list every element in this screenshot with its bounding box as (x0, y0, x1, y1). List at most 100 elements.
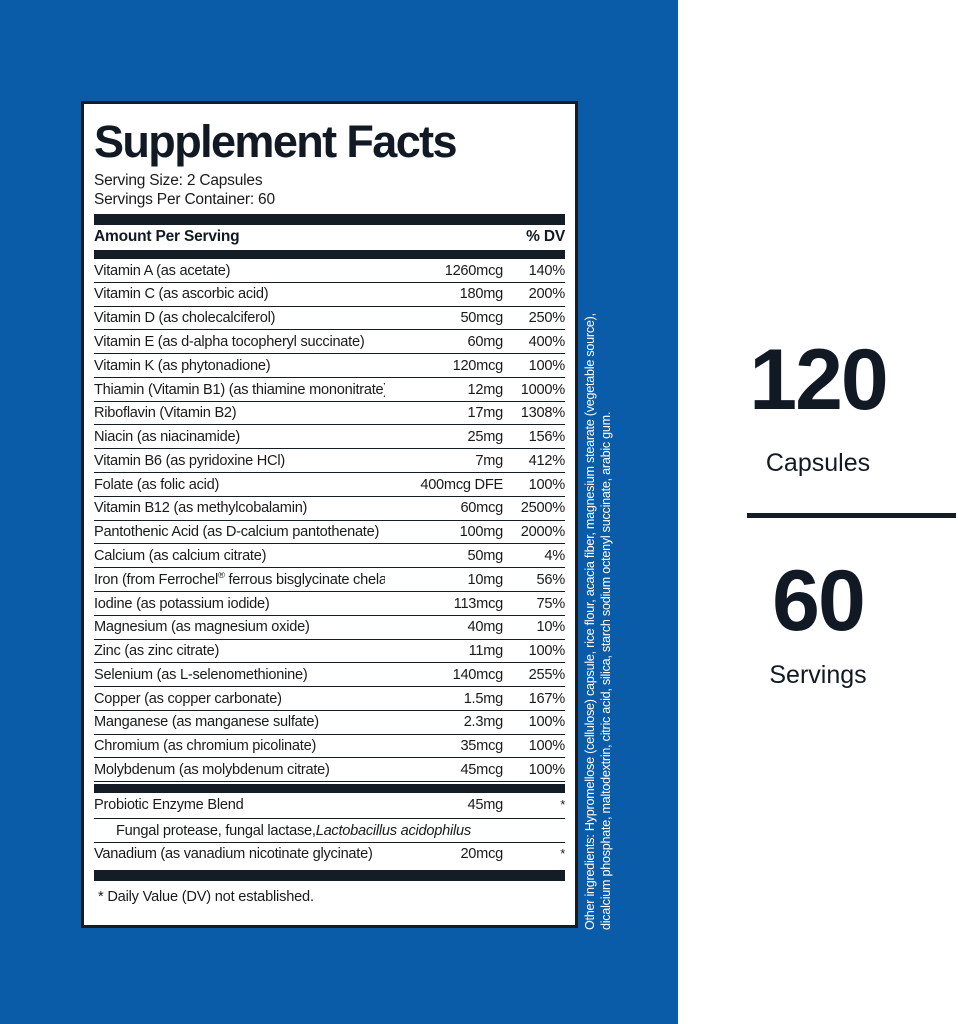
table-row: Iodine (as potassium iodide) 113mcg 75% (94, 592, 565, 616)
vanadium-dv: * (560, 846, 565, 862)
nutrient-amount: 7mg (475, 452, 503, 469)
table-row: Vitamin A (as acetate) 1260mcg 140% (94, 259, 565, 283)
nutrient-name: Thiamin (Vitamin B1) (as thiamine mononi… (94, 381, 385, 398)
table-row: Copper (as copper carbonate) 1.5mg 167% (94, 687, 565, 711)
rule-thick-under-header (94, 250, 565, 259)
nutrient-amount: 12mg (467, 381, 503, 398)
table-row: Vitamin E (as d-alpha tocopheryl succina… (94, 330, 566, 355)
nutrient-amount: 1260mcg (444, 262, 504, 279)
servings-label: Servings (769, 661, 867, 689)
nutrient-daily-value: 2000% (520, 524, 565, 541)
supplement-facts-panel: Supplement Facts Serving Size: 2 Capsule… (81, 101, 578, 928)
nutrient-name: Vitamin E (as d-alpha tocopheryl succina… (94, 333, 365, 350)
table-header-row: Amount Per Serving % DV (94, 225, 565, 248)
nutrient-amount: 400mcg DFE (420, 476, 503, 493)
table-row: Pantothenic Acid (as D-calcium pantothen… (94, 521, 565, 545)
nutrient-amount: 100mg (459, 524, 504, 541)
nutrient-amount: 60mg (467, 333, 503, 350)
table-row: Vitamin K (as phytonadione) 120mcg 100% (94, 354, 565, 378)
nutrient-name: Vitamin A (as acetate) (94, 262, 231, 279)
table-row: Manganese (as manganese sulfate) 2.3mg 100… (94, 711, 565, 735)
nutrient-name: Folate (as folic acid) (94, 476, 220, 493)
table-row: Thiamin (Vitamin B1) (as thiamine mononi… (94, 378, 565, 402)
nutrient-name: Pantothenic Acid (as D-calcium pantothen… (94, 524, 380, 541)
other-ingredients-line-1: Other ingredients: Hypromellose (cellulo… (583, 313, 597, 930)
nutrient-amount: 2.3mg (463, 714, 504, 731)
table-row: Iron (from Ferrochel® ferrous bisglycina… (94, 568, 565, 592)
capsules-label: Capsules (765, 449, 871, 477)
nutrient-amount: 45mcg (460, 762, 503, 778)
nutrient-table: Vitamin A (as acetate) 1260mcg 140% Vitamin… (94, 259, 566, 783)
panel-divider-rule (747, 513, 956, 518)
nutrient-daily-value: 100% (528, 714, 566, 731)
table-row-blend: Probiotic Enzyme Blend 45mg * (94, 793, 565, 819)
table-row: Riboflavin (Vitamin B2) 17mg 1308% (94, 402, 565, 426)
nutrient-amount: 11mg (468, 643, 504, 660)
nutrient-amount: 180mg (459, 286, 504, 303)
product-count-panel: 120 Capsules 60 Servings (678, 0, 958, 1024)
nutrient-daily-value: 4% (544, 547, 565, 564)
nutrient-daily-value: 10% (536, 619, 566, 636)
column-header-dv: % DV (526, 228, 565, 245)
nutrient-daily-value: 100% (528, 643, 566, 660)
nutrient-name: Vitamin B12 (as methylcobalamin) (94, 500, 308, 517)
page-title: Supplement Facts (94, 116, 458, 167)
nutrient-amount: 17mg (467, 405, 503, 422)
nutrient-daily-value: 400% (528, 333, 566, 350)
capsules-count: 120 (749, 332, 889, 428)
nutrient-amount: 1.5mg (463, 690, 504, 707)
rule-thick-top (94, 214, 565, 225)
nutrient-amount: 140mcg (452, 666, 504, 683)
table-row: Chromium (as chromium picolinate) 35mcg 10… (94, 735, 565, 759)
trademark-notice: Ferrochel® is a registered trademark of … (57, 95, 146, 877)
table-row: Selenium (as L-selenomethionine) 140mcg 25… (94, 663, 565, 688)
vanadium-name: Vanadium (as vanadium nicotinate glycina… (94, 846, 373, 863)
servings-count: 60 (772, 553, 866, 649)
table-row: Niacin (as niacinamide) 25mg 156% (94, 425, 566, 450)
nutrient-daily-value: 75% (536, 595, 566, 612)
daily-value-footnote: * Daily Value (DV) not established. (98, 888, 314, 905)
table-row: Vitamin D (as cholecalciferol) 50mcg 250% (94, 307, 565, 331)
nutrient-name: Molybdenum (as molybdenum citrate) (94, 762, 330, 778)
nutrient-daily-value: 1000% (520, 381, 565, 398)
table-row: Calcium (as calcium citrate) 50mg 4% (94, 544, 565, 569)
blend-name: Probiotic Enzyme Blend (94, 796, 244, 813)
nutrient-name: Manganese (as manganese sulfate) (94, 714, 319, 731)
table-row: Vitamin B6 (as pyridoxine HCl) 7mg 412% (94, 449, 566, 474)
nutrient-name: Vitamin B6 (as pyridoxine HCl) (94, 452, 285, 469)
nutrient-amount: 60mcg (460, 500, 503, 517)
table-row: Vitamin C (as ascorbic acid) 180mg 200% (94, 283, 565, 307)
blue-background-panel: Ferrochel® is a registered trademark of … (0, 0, 678, 1024)
table-row: Vitamin B12 (as methylcobalamin) 60mcg 250… (94, 497, 565, 521)
nutrient-name: Riboflavin (Vitamin B2) (94, 405, 237, 422)
nutrient-name: Chromium (as chromium picolinate) (94, 738, 317, 755)
nutrient-name: Calcium (as calcium citrate) (94, 547, 267, 564)
nutrient-amount: 40mg (467, 619, 503, 636)
table-row: Molybdenum (as molybdenum citrate) 45mcg 1… (94, 758, 565, 783)
nutrient-amount: 50mg (467, 547, 503, 564)
nutrient-name: Selenium (as L-selenomethionine) (94, 666, 308, 683)
nutrient-name: Zinc (as zinc citrate) (94, 643, 220, 660)
nutrient-daily-value: 1308% (520, 405, 565, 422)
nutrient-amount: 120mcg (452, 357, 504, 374)
nutrient-daily-value: 167% (528, 690, 566, 707)
rule-thick-before-blend (94, 784, 565, 794)
servings-per-container: Servings Per Container: 60 (94, 191, 275, 208)
table-row: Magnesium (as magnesium oxide) 40mg 10% (94, 616, 565, 640)
table-row-vanadium: Vanadium (as vanadium nicotinate glycina… (94, 843, 565, 868)
nutrient-daily-value: 412% (528, 452, 566, 469)
blend-sub-italic: Lactobacillus acidophilus (315, 822, 471, 839)
nutrient-name: Niacin (as niacinamide) (94, 429, 240, 446)
nutrient-daily-value: 100% (528, 476, 566, 493)
nutrient-amount: 35mcg (460, 738, 503, 755)
nutrient-daily-value: 100% (528, 738, 566, 755)
blend-dv: * (560, 796, 565, 812)
nutrient-name: Vitamin C (as ascorbic acid) (94, 286, 269, 303)
nutrient-name: Iron (from Ferrochel® ferrous bisglycina… (94, 571, 385, 588)
nutrient-amount: 25mg (467, 429, 503, 446)
nutrient-name: Magnesium (as magnesium oxide) (94, 619, 310, 636)
nutrient-name: Iodine (as potassium iodide) (94, 595, 270, 612)
nutrient-daily-value: 156% (528, 429, 566, 446)
nutrient-daily-value: 100% (528, 357, 566, 374)
other-ingredients-block: Other ingredients: Hypromellose (cellulo… (583, 98, 629, 930)
